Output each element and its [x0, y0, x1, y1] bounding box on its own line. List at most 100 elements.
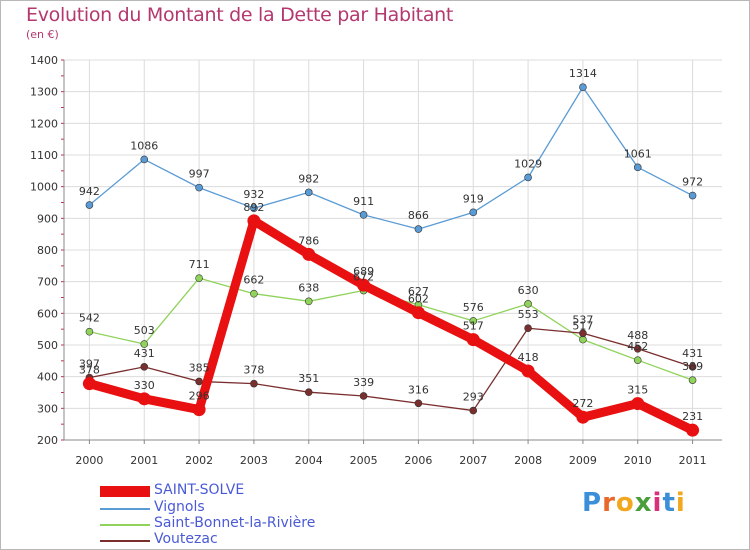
data-label-vignols: 1086: [130, 139, 158, 152]
data-label-saint-solve: 892: [243, 201, 264, 214]
x-tick-label: 2009: [569, 454, 597, 467]
logo-letter: r: [602, 488, 616, 518]
point-voutezac: [524, 324, 532, 333]
y-tick-label: 1300: [30, 86, 58, 99]
legend-swatch-vignols: [100, 508, 150, 510]
data-label-vignols: 982: [298, 172, 319, 185]
point-vignols: [85, 201, 94, 209]
y-tick-label: 500: [37, 339, 58, 352]
data-label-saint-solve: 689: [353, 265, 374, 278]
data-label-saint-bonnet-la-rivi-re: 576: [463, 301, 484, 314]
point-saint-bonnet-la-rivi-re: [195, 274, 203, 282]
y-tick-label: 200: [37, 434, 58, 447]
data-label-saint-solve: 296: [189, 390, 210, 403]
point-saint-solve: [521, 364, 535, 378]
point-saint-bonnet-la-rivi-re: [469, 317, 478, 325]
y-tick-label: 1200: [30, 117, 58, 130]
point-voutezac: [140, 363, 149, 371]
x-tick-label: 2011: [679, 454, 707, 467]
point-vignols: [469, 208, 478, 217]
data-label-voutezac: 431: [134, 347, 155, 360]
x-tick-label: 2010: [624, 454, 652, 467]
data-label-voutezac: 488: [627, 329, 648, 342]
y-tick-label: 1000: [30, 181, 58, 194]
point-saint-bonnet-la-rivi-re: [579, 335, 587, 344]
data-label-voutezac: 378: [243, 364, 264, 377]
data-label-vignols: 1061: [624, 147, 652, 160]
data-label-saint-bonnet-la-rivi-re: 672: [353, 271, 374, 284]
logo-letter: i: [652, 488, 663, 518]
point-vignols: [688, 191, 697, 200]
data-label-vignols: 1314: [569, 67, 597, 80]
data-label-saint-solve: 315: [627, 384, 648, 397]
proxiti-logo: Proxiti: [582, 488, 686, 518]
y-tick-label: 400: [37, 371, 58, 384]
x-tick-label: 2002: [185, 454, 213, 467]
point-saint-solve: [631, 397, 645, 411]
point-vignols: [140, 155, 149, 164]
x-tick-label: 2007: [459, 454, 487, 467]
point-vignols: [195, 183, 203, 192]
legend-swatch-saint-solve: [100, 486, 150, 497]
data-label-saint-bonnet-la-rivi-re: 517: [572, 320, 593, 333]
data-label-saint-solve: 418: [518, 351, 539, 364]
point-saint-bonnet-la-rivi-re: [250, 289, 258, 298]
point-saint-solve: [357, 278, 371, 292]
data-label-vignols: 1029: [514, 157, 542, 170]
data-label-saint-bonnet-la-rivi-re: 542: [79, 312, 100, 325]
data-label-vignols: 932: [243, 188, 264, 201]
legend-item-saint-bonnet: Saint-Bonnet-la-Rivière: [100, 515, 400, 533]
data-label-vignols: 997: [189, 168, 210, 181]
legend-label-vignols: Vignols: [154, 499, 205, 515]
point-voutezac: [579, 329, 587, 338]
series-line-saint-solve: [84, 216, 698, 435]
data-label-saint-bonnet-la-rivi-re: 503: [134, 324, 155, 337]
series-line-voutezac: [88, 327, 694, 412]
x-tick-label: 2003: [240, 454, 268, 467]
data-label-saint-solve: 330: [134, 379, 155, 392]
point-saint-bonnet-la-rivi-re: [140, 340, 149, 348]
point-saint-bonnet-la-rivi-re: [304, 297, 313, 306]
x-tick-label: 2006: [404, 454, 432, 467]
data-label-voutezac: 553: [518, 308, 539, 321]
legend-item-vignols: Vignols: [100, 499, 400, 517]
chart-grid: [64, 59, 722, 441]
legend-swatch-saint-bonnet: [100, 524, 150, 526]
data-label-saint-bonnet-la-rivi-re: 662: [243, 274, 264, 287]
x-tick-label: 2004: [295, 454, 323, 467]
data-label-saint-bonnet-la-rivi-re: 630: [518, 284, 539, 297]
point-saint-bonnet-la-rivi-re: [688, 376, 697, 384]
data-label-saint-solve: 272: [572, 397, 593, 410]
data-label-saint-bonnet-la-rivi-re: 711: [189, 258, 210, 271]
logo-letter: t: [662, 488, 676, 518]
data-label-voutezac: 293: [463, 391, 484, 404]
point-voutezac: [633, 344, 642, 353]
y-tick-label: 300: [37, 402, 58, 415]
data-label-saint-solve: 231: [682, 410, 703, 423]
x-tick-label: 2008: [514, 454, 542, 467]
point-vignols: [524, 173, 532, 182]
logo-letter: P: [582, 488, 603, 518]
point-saint-solve: [247, 214, 261, 228]
logo-letter: i: [675, 488, 686, 518]
point-vignols: [250, 204, 258, 212]
point-saint-solve: [466, 333, 480, 347]
data-label-voutezac: 431: [682, 347, 703, 360]
data-label-voutezac: 385: [189, 361, 210, 374]
y-tick-label: 1400: [30, 54, 58, 67]
point-saint-solve: [411, 306, 425, 320]
point-saint-solve: [576, 410, 590, 424]
logo-letter: x: [634, 488, 653, 518]
point-saint-bonnet-la-rivi-re: [85, 327, 94, 336]
data-label-voutezac: 537: [572, 313, 593, 326]
point-voutezac: [359, 392, 368, 400]
data-label-saint-solve: 602: [408, 293, 429, 306]
x-tick-label: 2000: [75, 454, 103, 467]
point-voutezac: [195, 377, 203, 386]
chart-series: [82, 83, 700, 437]
x-tick-label: 2001: [130, 454, 158, 467]
y-tick-label: 600: [37, 307, 58, 320]
point-saint-bonnet-la-rivi-re: [633, 356, 642, 365]
point-voutezac: [414, 399, 423, 408]
legend-item-saint-solve: SAINT-SOLVE: [100, 482, 400, 500]
